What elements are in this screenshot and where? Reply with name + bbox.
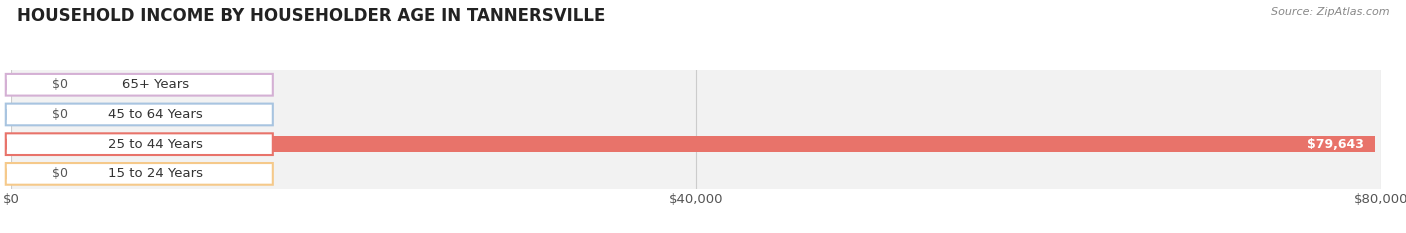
- Text: 65+ Years: 65+ Years: [122, 78, 188, 91]
- Text: 15 to 24 Years: 15 to 24 Years: [108, 167, 202, 180]
- Bar: [11, 106, 41, 123]
- Text: Source: ZipAtlas.com: Source: ZipAtlas.com: [1271, 7, 1389, 17]
- FancyBboxPatch shape: [6, 163, 273, 185]
- Text: $0: $0: [52, 108, 69, 121]
- FancyBboxPatch shape: [6, 104, 273, 125]
- Bar: [11, 166, 41, 182]
- Bar: [11, 136, 1375, 152]
- Text: 45 to 64 Years: 45 to 64 Years: [108, 108, 202, 121]
- FancyBboxPatch shape: [6, 133, 273, 155]
- Text: $0: $0: [52, 167, 69, 180]
- Bar: [11, 70, 1381, 100]
- Bar: [11, 129, 1381, 159]
- FancyBboxPatch shape: [6, 74, 273, 96]
- Bar: [11, 100, 1381, 129]
- Text: $79,643: $79,643: [1306, 138, 1364, 151]
- Text: HOUSEHOLD INCOME BY HOUSEHOLDER AGE IN TANNERSVILLE: HOUSEHOLD INCOME BY HOUSEHOLDER AGE IN T…: [17, 7, 605, 25]
- Bar: [11, 77, 41, 93]
- Text: 25 to 44 Years: 25 to 44 Years: [108, 138, 202, 151]
- Text: $0: $0: [52, 78, 69, 91]
- Bar: [11, 159, 1381, 189]
